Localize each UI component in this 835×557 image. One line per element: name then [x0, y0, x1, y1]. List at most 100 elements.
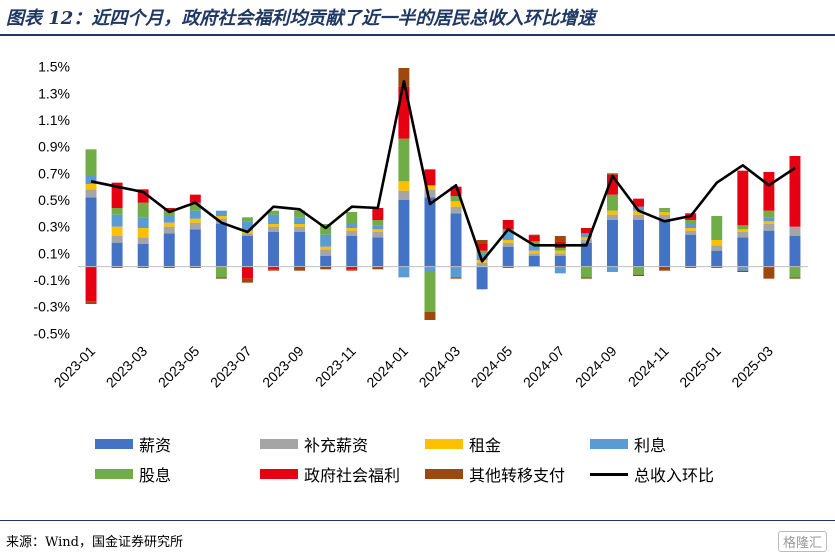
bar-segment	[528, 234, 540, 236]
legend-item-rent: 租金	[425, 432, 501, 456]
x-tick-label: 2023-03	[103, 343, 151, 391]
total-income-line	[90, 80, 796, 263]
legend-item-total-income: 总收入环比	[590, 462, 714, 486]
bar-segment	[606, 266, 618, 272]
bar-segment	[137, 244, 149, 267]
bar-segment	[189, 218, 201, 223]
bar-segment	[685, 266, 697, 268]
bar-segment	[606, 173, 618, 175]
bar-segment	[450, 266, 462, 278]
legend-item-gov-welfare: 政府社会福利	[260, 462, 400, 486]
bar-segment	[450, 186, 462, 196]
bar-segment	[659, 208, 671, 211]
bar-segment	[476, 266, 488, 290]
bar-segment	[633, 274, 645, 276]
bar-segment	[294, 268, 306, 271]
bar-segment	[763, 210, 775, 218]
bar-segment	[528, 245, 540, 251]
bar-segment	[163, 208, 175, 211]
bar-segment	[763, 221, 775, 224]
bar-segment	[111, 226, 123, 236]
bar-segment	[268, 269, 280, 271]
bar-segment	[580, 233, 592, 238]
bar-segment	[633, 198, 645, 207]
bar-segment	[215, 216, 227, 219]
bar-segment	[476, 262, 488, 267]
bar-segment	[737, 270, 749, 272]
legend-label-gov-welfare: 政府社会福利	[304, 466, 401, 485]
bar-segment	[502, 240, 514, 243]
bar-segment	[241, 217, 253, 222]
bar-segment	[528, 253, 540, 256]
bar-segment	[320, 246, 332, 250]
bar-segment	[711, 216, 723, 240]
bar-segment	[398, 200, 410, 267]
bar-segment	[763, 224, 775, 231]
bar-segment	[320, 249, 332, 256]
legend-label-interest: 利息	[634, 436, 667, 455]
bar-segment	[372, 220, 384, 226]
bar-segment	[606, 194, 618, 211]
bar-segment	[85, 266, 97, 302]
bar-segment	[241, 278, 253, 283]
x-tick-label: 2024-05	[468, 343, 516, 391]
legend-label-salary: 薪资	[139, 436, 172, 455]
legend-item-dividend: 股息	[95, 462, 171, 486]
legend-swatch-rent	[425, 439, 463, 449]
bar-segment	[476, 240, 488, 244]
bar-segment	[554, 250, 566, 254]
bar-segment	[502, 246, 514, 267]
y-tick-label: -0.1%	[33, 272, 70, 288]
bar-segment	[85, 184, 97, 190]
bar-segment	[215, 224, 227, 267]
bar-segment	[268, 224, 280, 227]
bar-segment	[215, 277, 227, 279]
bar-segment	[320, 224, 332, 235]
bar-segment	[659, 220, 671, 267]
legend-swatch-salary	[95, 439, 133, 449]
bar-segment	[294, 224, 306, 227]
legend-swatch-total-income	[590, 472, 628, 476]
chart-canvas: -0.5% -0.3% -0.1% 0.1% 0.3% 0.5% 0.7% 0.9% 1.1% 1…	[33, 59, 808, 391]
bar-segment	[424, 185, 436, 190]
bar-segment	[111, 242, 123, 267]
bar-segment	[137, 189, 149, 203]
bar-segment	[163, 266, 175, 268]
bar-segment	[633, 266, 645, 275]
bar-segment	[137, 202, 149, 218]
bar-segment	[659, 266, 671, 268]
bar-segment	[580, 242, 592, 267]
bar-segment	[659, 212, 671, 215]
bar-segment	[450, 277, 462, 279]
bar-segment	[789, 266, 801, 278]
y-tick-label: 1.3%	[38, 85, 70, 101]
bar-segment	[85, 149, 97, 176]
bar-segment	[502, 266, 514, 268]
x-tick-label: 2023-11	[312, 343, 359, 390]
bar-segment	[476, 253, 488, 260]
bar-segment	[659, 268, 671, 271]
bar-segment	[241, 236, 253, 267]
bar-segment	[737, 237, 749, 267]
bar-segment	[215, 210, 227, 216]
x-tick-label: 2025-01	[676, 343, 724, 391]
bar-segment	[320, 268, 332, 270]
y-tick-label: 1.5%	[38, 59, 70, 75]
legend-label-other-transfer: 其他转移支付	[469, 466, 566, 485]
legend-label-total-income: 总收入环比	[634, 466, 715, 485]
bar-segment	[346, 228, 358, 231]
bar-segment	[372, 232, 384, 238]
legend-swatch-supplement-salary	[260, 439, 298, 449]
bar-segment	[476, 250, 488, 254]
bar-segment	[580, 228, 592, 234]
y-tick-label: -0.5%	[33, 325, 70, 341]
bar-segment	[268, 214, 280, 224]
bar-segment	[711, 245, 723, 251]
bar-segment	[685, 224, 697, 228]
legend-swatch-gov-welfare	[260, 469, 298, 479]
bar-segment	[241, 266, 253, 279]
bar-segment	[789, 226, 801, 236]
bar-segment	[580, 277, 592, 279]
x-tick-label: 2024-03	[416, 343, 464, 391]
bar-segment	[163, 210, 175, 216]
